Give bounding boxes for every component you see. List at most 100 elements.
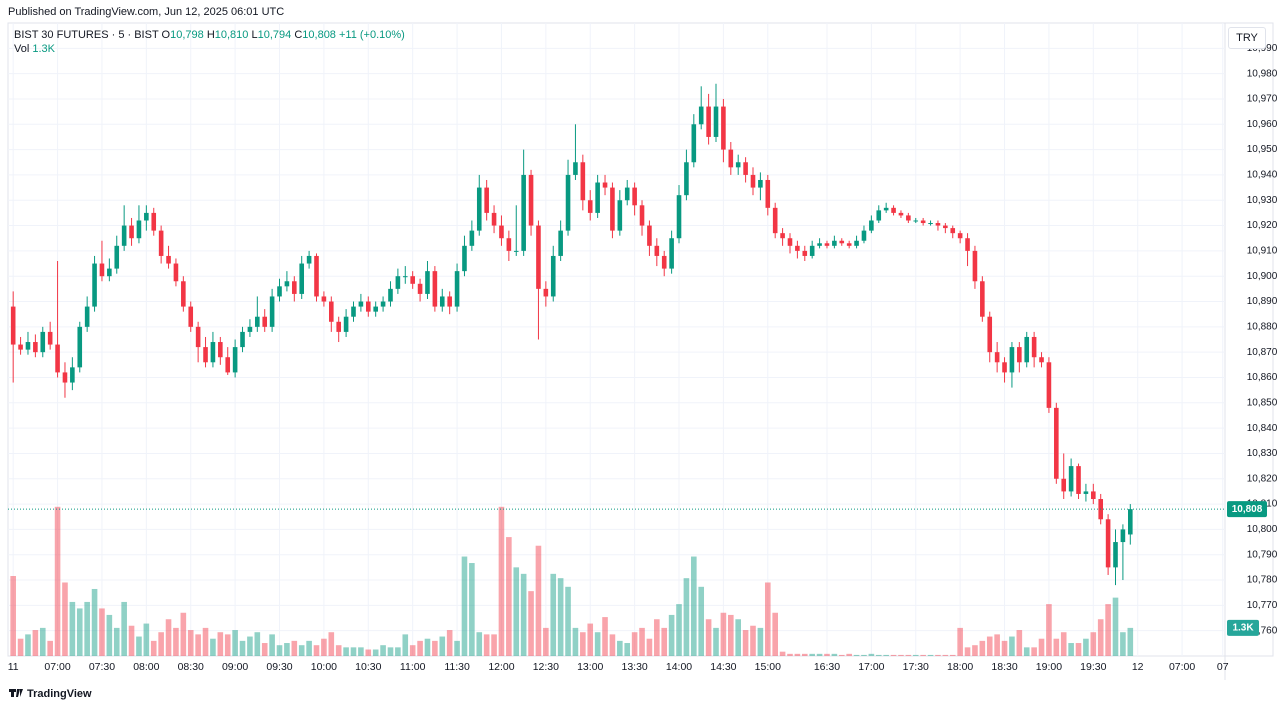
candle-body	[772, 207, 778, 234]
volume-bar	[158, 632, 164, 656]
volume-bar	[195, 634, 201, 656]
candle-body	[432, 271, 438, 307]
candle-body	[913, 220, 919, 222]
candle-body	[654, 245, 660, 256]
volume-bar	[972, 645, 978, 656]
candle-body	[950, 228, 956, 234]
candle-body	[780, 233, 785, 239]
volume-bar	[395, 647, 401, 656]
candle-body	[358, 301, 364, 307]
volume-bar	[1120, 632, 1126, 656]
candle-body	[580, 162, 586, 201]
volume-bar	[1068, 643, 1074, 656]
volume-bar	[617, 640, 623, 656]
volume-bar	[528, 591, 534, 656]
high-value: 10,810	[214, 29, 249, 41]
candle-body	[203, 347, 208, 363]
volume-legend: Vol 1.3K	[14, 43, 55, 55]
volume-bar	[691, 556, 697, 656]
volume-bar	[1060, 632, 1067, 656]
candle-body	[33, 342, 38, 353]
candle-body	[750, 174, 756, 188]
candle-body	[595, 182, 600, 213]
close-label: C	[294, 29, 303, 41]
last-price-box	[1227, 501, 1267, 518]
volume-bar	[439, 636, 446, 656]
candle-body	[469, 230, 475, 246]
candle-body	[624, 187, 630, 201]
candle-body	[965, 238, 970, 251]
y-tick-label: 10,890	[1247, 296, 1278, 307]
volume-bar	[469, 563, 475, 656]
volume-bar	[372, 649, 379, 656]
candle-body	[721, 106, 726, 150]
candle-body	[410, 276, 415, 284]
last-volume-label: 1.3K	[1232, 623, 1254, 634]
x-tick-label: 07	[1217, 661, 1229, 673]
candle-body	[1039, 357, 1044, 363]
plot-frame	[7, 22, 1274, 657]
y-tick-label: 10,960	[1247, 119, 1278, 130]
volume-bar	[483, 634, 490, 656]
volume-bar	[113, 627, 120, 656]
volume-bar	[128, 625, 135, 656]
brand: TradingView	[27, 688, 92, 700]
volume-bar	[284, 643, 290, 656]
volume-bar	[25, 634, 31, 656]
volume-bar	[1127, 627, 1134, 656]
candle-body	[713, 106, 719, 137]
candle-body	[306, 255, 312, 264]
candle-body	[277, 286, 282, 297]
volume-bar	[550, 573, 557, 656]
volume-bar	[17, 638, 24, 656]
candle-body	[484, 187, 489, 213]
candle-body	[499, 225, 504, 239]
volume-bar	[705, 619, 712, 656]
y-tick-label: 10,770	[1247, 600, 1278, 611]
candle-body	[824, 243, 830, 246]
candle-body	[218, 342, 223, 358]
volume-bar	[713, 627, 719, 656]
volume-bar	[232, 630, 238, 656]
candle-body	[691, 124, 697, 163]
candle-body	[980, 281, 985, 317]
volume-bar	[639, 627, 645, 656]
x-tick-label: 12	[1132, 661, 1144, 673]
candle-body	[928, 223, 933, 225]
volume-bar	[202, 627, 209, 656]
candle-body	[957, 233, 963, 239]
close-value: 10,808	[302, 29, 336, 41]
volume-bar	[764, 582, 771, 656]
candle-body	[181, 281, 186, 307]
volume-bar	[513, 567, 520, 656]
volume-bar	[624, 643, 631, 656]
candle-body	[402, 276, 408, 278]
candle-body	[247, 326, 253, 332]
currency-button[interactable]: TRY	[1228, 27, 1266, 49]
candle-body	[1068, 466, 1074, 492]
low-value: 10,794	[257, 29, 292, 41]
legend-line: BIST 30 FUTURES · 5 · BIST O10,798 H10,8…	[14, 29, 405, 41]
candle-body	[225, 357, 231, 373]
y-tick-label: 10,980	[1247, 68, 1278, 79]
volume-bar	[424, 638, 431, 656]
candle-body	[292, 281, 297, 294]
volume-bar	[875, 654, 882, 656]
volume-bar	[868, 653, 875, 656]
candle-body	[195, 326, 201, 348]
candle-body	[802, 250, 808, 256]
candle-body	[1046, 362, 1052, 408]
candle-body	[669, 238, 674, 269]
volume-bar	[1016, 630, 1023, 656]
candle-body	[439, 296, 445, 307]
volume-bar	[476, 632, 483, 656]
candle-body	[1083, 491, 1089, 494]
volume-bar	[520, 573, 527, 656]
volume-bar	[239, 640, 246, 656]
candle-body	[284, 281, 290, 287]
candle-body	[329, 301, 334, 322]
candle-body	[373, 306, 378, 312]
volume-bar	[609, 634, 616, 656]
volume-bar	[32, 630, 39, 656]
volume-bar	[757, 627, 764, 656]
